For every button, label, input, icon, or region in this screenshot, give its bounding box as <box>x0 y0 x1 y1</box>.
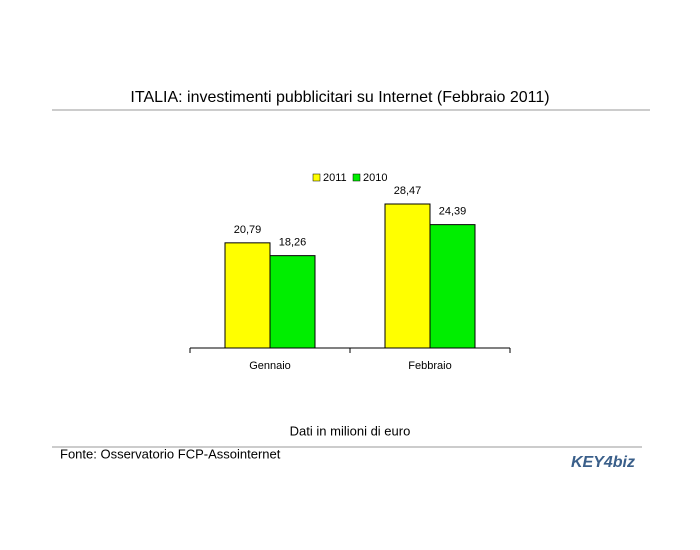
legend-swatch <box>312 173 321 182</box>
value-label: 28,47 <box>394 185 422 197</box>
x-tick-label: Febbraio <box>408 360 451 372</box>
chart-title: ITALIA: investimenti pubblicitari su Int… <box>130 89 549 106</box>
value-label: 18,26 <box>279 237 307 249</box>
x-tick-label: Gennaio <box>249 360 291 372</box>
logo: KEY4biz <box>571 454 635 471</box>
legend-swatch <box>352 173 361 182</box>
source: Fonte: Osservatorio FCP-Assointernet <box>60 446 281 461</box>
legend-label: 2010 <box>363 172 387 184</box>
bar <box>269 255 316 349</box>
bar <box>224 242 271 349</box>
note: Dati in milioni di euro <box>290 423 411 438</box>
bar <box>429 224 476 349</box>
value-label: 20,79 <box>234 224 262 236</box>
legend-label: 2011 <box>323 172 347 184</box>
bar <box>384 203 431 349</box>
value-label: 24,39 <box>439 206 467 218</box>
